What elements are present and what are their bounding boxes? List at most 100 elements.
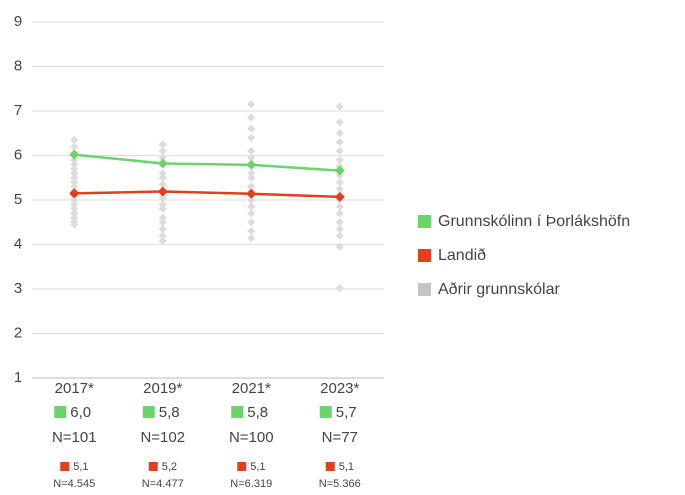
- legend-swatch: [148, 462, 158, 471]
- legend-swatch: [54, 406, 67, 418]
- n-label: N=101: [52, 429, 97, 446]
- legend-swatch: [418, 283, 431, 296]
- scatter-point: [70, 204, 79, 213]
- n-label: N=77: [322, 429, 358, 446]
- value-label: 5,1: [250, 461, 265, 473]
- scatter-point: [158, 218, 167, 227]
- x-tick-label: 2017*: [55, 380, 94, 397]
- scatter-point: [247, 233, 256, 242]
- scatter-point: [335, 242, 344, 251]
- legend-label: Aðrir grunnskólar: [438, 281, 561, 298]
- scatter-point: [70, 155, 79, 164]
- scatter-point: [335, 147, 344, 156]
- line-marker: [246, 159, 257, 170]
- value-label: 5,8: [159, 404, 180, 421]
- scatter-point: [158, 169, 167, 178]
- n-label: N=100: [229, 429, 274, 446]
- legend-swatch: [60, 462, 70, 471]
- scatter-point: [247, 113, 256, 122]
- y-tick-label: 8: [14, 57, 22, 74]
- legend-swatch: [142, 406, 155, 418]
- value-label: 5,1: [339, 461, 354, 473]
- scatter-point: [247, 153, 256, 162]
- scatter-point: [247, 124, 256, 133]
- scatter-point: [70, 213, 79, 222]
- line-marker: [69, 149, 80, 160]
- scatter-point: [335, 209, 344, 218]
- value-label: 6,0: [70, 404, 91, 421]
- scatter-point: [247, 209, 256, 218]
- y-tick-label: 4: [14, 235, 22, 252]
- value-label: 5,2: [162, 461, 177, 473]
- scatter-point: [247, 196, 256, 204]
- scatter-point: [70, 200, 79, 209]
- scatter-point: [247, 169, 256, 178]
- scatter-point: [247, 133, 256, 142]
- value-label: 5,7: [336, 404, 357, 421]
- scatter-point: [70, 142, 79, 151]
- legend-label: Grunnskólinn í Þorlákshöfn: [438, 213, 630, 230]
- scatter-point: [335, 284, 344, 293]
- line-marker: [334, 191, 345, 202]
- scatter-point: [70, 220, 79, 229]
- scatter-point: [158, 224, 167, 233]
- line-marker: [69, 188, 80, 199]
- scatter-point: [158, 153, 167, 162]
- scatter-point: [158, 173, 167, 182]
- legend-swatch: [237, 462, 247, 471]
- scatter-point: [247, 218, 256, 227]
- scatter-point: [335, 118, 344, 127]
- scatter-point: [70, 160, 79, 169]
- scatter-point: [335, 224, 344, 233]
- scatter-point: [158, 140, 167, 149]
- legend-swatch: [231, 406, 244, 418]
- scatter-point: [335, 102, 344, 111]
- scatter-point: [70, 178, 79, 187]
- scatter-point: [158, 213, 167, 222]
- scatter-point: [335, 129, 344, 138]
- scatter-point: [247, 100, 256, 109]
- legend-swatch: [319, 406, 332, 418]
- scatter-point: [247, 173, 256, 182]
- value-label: 5,8: [247, 404, 268, 421]
- scatter-point: [335, 155, 344, 164]
- scatter-point: [70, 209, 79, 218]
- legend-swatch: [418, 215, 431, 228]
- y-tick-label: 7: [14, 102, 22, 119]
- scatter-point: [335, 202, 344, 211]
- line-marker: [334, 165, 345, 176]
- scatter-point: [158, 193, 167, 202]
- x-tick-label: 2023*: [320, 380, 359, 397]
- scatter-point: [158, 180, 167, 189]
- y-tick-label: 9: [14, 13, 22, 30]
- scatter-point: [158, 147, 167, 156]
- line: [74, 190, 340, 199]
- scatter-point: [247, 182, 256, 191]
- scatter-point: [70, 169, 79, 178]
- n-label: N=5.366: [319, 478, 361, 490]
- scatter-point: [70, 182, 79, 191]
- scatter-point: [335, 178, 344, 187]
- scatter-point: [158, 236, 167, 245]
- scatter-point: [70, 135, 79, 144]
- scatter-point: [70, 164, 79, 173]
- scatter-point: [335, 184, 344, 193]
- scatter-point: [158, 204, 167, 213]
- line: [74, 153, 340, 172]
- scatter-point: [158, 231, 167, 240]
- scatter-point: [158, 200, 167, 209]
- scatter-point: [335, 138, 344, 147]
- scatter-point: [247, 147, 256, 156]
- x-tick-label: 2021*: [232, 380, 271, 397]
- n-label: N=102: [140, 429, 185, 446]
- y-tick-label: 2: [14, 324, 22, 341]
- scatter-point: [70, 173, 79, 182]
- scatter-point: [70, 196, 79, 204]
- n-label: N=4.545: [53, 478, 95, 490]
- scatter-point: [335, 231, 344, 240]
- value-label: 5,1: [73, 461, 88, 473]
- line-marker: [157, 158, 168, 169]
- y-tick-label: 6: [14, 146, 22, 163]
- line-marker: [246, 188, 257, 199]
